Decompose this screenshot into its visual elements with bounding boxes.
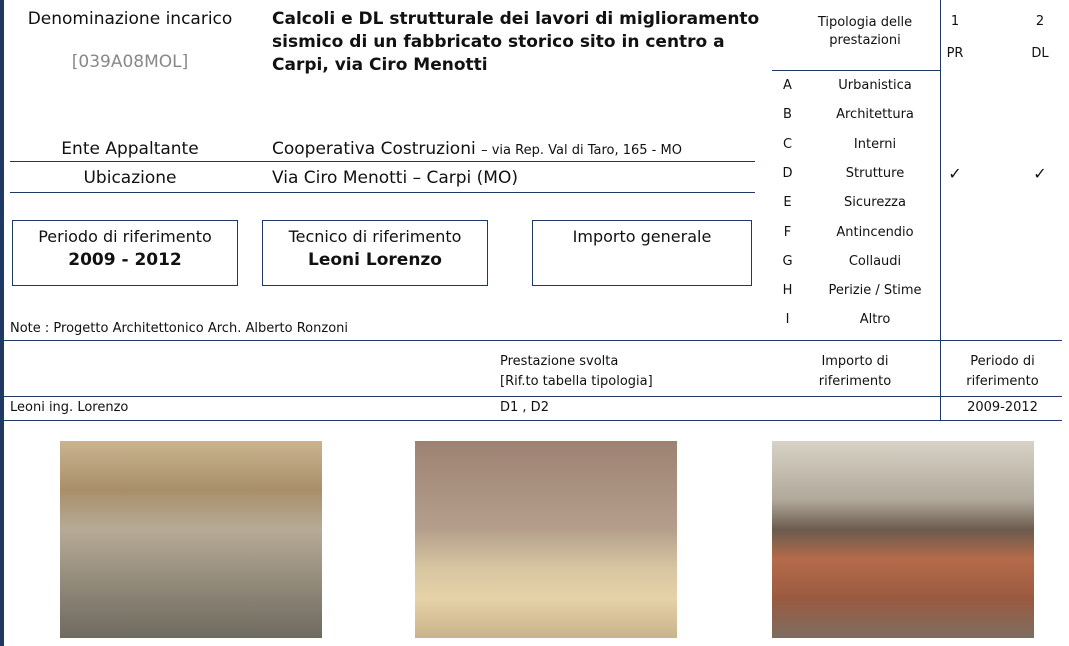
header-line: Periodo di <box>970 354 1035 369</box>
row-name: Altro <box>859 312 891 328</box>
box-value: Leoni Lorenzo <box>308 250 442 270</box>
summary-header: Periodo di riferimento <box>945 352 1060 392</box>
row-name: Antincendio <box>836 224 914 240</box>
box: Periodo di riferimento 2009 - 2012 <box>12 220 238 286</box>
column-code: PR <box>946 46 964 61</box>
ubicazione-label: Ubicazione <box>83 168 177 188</box>
side-bar <box>0 0 4 646</box>
photo <box>415 441 677 638</box>
rule <box>940 0 941 420</box>
row-letter: F <box>783 224 792 240</box>
summary-periodo: 2009-2012 <box>967 400 1038 415</box>
summary-prestazione: D1 , D2 <box>500 400 549 415</box>
rule <box>4 420 1062 421</box>
header-line: Prestazione svolta <box>500 354 619 369</box>
row-name: Strutture <box>845 165 905 181</box>
row-name: Architettura <box>836 107 914 123</box>
row-letter: G <box>782 253 793 269</box>
box: Tecnico di riferimento Leoni Lorenzo <box>262 220 488 286</box>
box-label: Importo generale <box>572 227 712 246</box>
rule <box>4 396 1062 397</box>
row-letter: E <box>783 195 792 211</box>
header-line: Importo di <box>821 354 889 369</box>
row-check: ✓ <box>948 163 962 183</box>
row-name: Interni <box>853 136 897 152</box>
row-name: Collaudi <box>848 253 902 269</box>
ente-label: Ente Appaltante <box>61 139 199 159</box>
header-line: [Rif.to tabella tipologia] <box>500 374 653 389</box>
row-letter: I <box>785 312 790 328</box>
rule <box>10 192 755 193</box>
box-label: Periodo di riferimento <box>38 227 212 246</box>
row-name: Sicurezza <box>844 195 906 211</box>
header-title: Calcoli e DL strutturale dei lavori di m… <box>272 9 760 75</box>
typology-header: Tipologia delle prestazioni <box>817 15 913 48</box>
ente-detail: – via Rep. Val di Taro, 165 - MO <box>481 143 682 158</box>
rule <box>4 340 1062 341</box>
row-letter: H <box>782 283 793 299</box>
row-letter: D <box>782 165 793 181</box>
column-number: 1 <box>950 14 960 29</box>
ente-value: Cooperativa Costruzioni – via Rep. Val d… <box>272 139 682 159</box>
row-check: ✓ <box>1033 163 1047 183</box>
ubicazione-value: Via Ciro Menotti – Carpi (MO) <box>272 168 518 188</box>
column-number: 2 <box>1035 14 1045 29</box>
rule <box>772 70 940 71</box>
header-code: [039A08MOL] <box>71 52 189 72</box>
summary-header: Prestazione svolta [Rif.to tabella tipolo… <box>500 352 653 392</box>
photo <box>60 441 322 638</box>
column-code: DL <box>1031 46 1049 61</box>
header-line: riferimento <box>818 374 892 389</box>
row-letter: A <box>783 78 792 93</box>
photo <box>772 441 1034 638</box>
row-name: Perizie / Stime <box>828 283 922 299</box>
row-name: Urbanistica <box>838 78 912 93</box>
ente-name: Cooperativa Costruzioni <box>272 139 476 159</box>
rule <box>10 161 755 162</box>
header-label: Denominazione incarico <box>27 9 233 29</box>
box-label: Tecnico di riferimento <box>288 227 462 246</box>
box-value: 2009 - 2012 <box>68 250 182 270</box>
note: Note : Progetto Architettonico Arch. Alb… <box>10 321 349 336</box>
row-letter: C <box>782 136 793 152</box>
box: Importo generale <box>532 220 752 286</box>
row-letter: B <box>783 107 792 123</box>
summary-header: Importo di riferimento <box>780 352 930 392</box>
header-line: riferimento <box>966 374 1039 389</box>
summary-name: Leoni ing. Lorenzo <box>10 400 129 415</box>
